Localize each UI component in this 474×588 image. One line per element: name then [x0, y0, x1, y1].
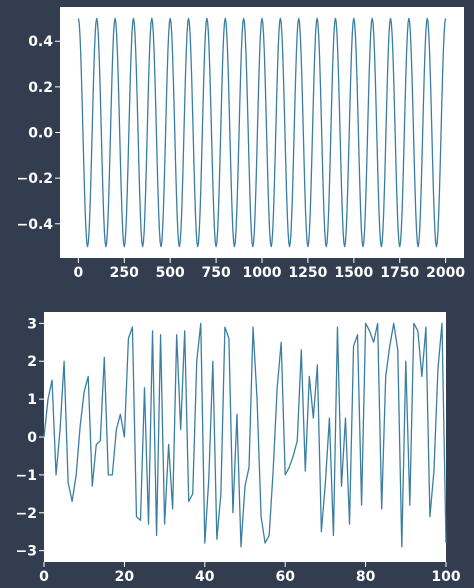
- top-chart: 0 250 500 750 1000 1250 1500 1750 2000 0.4 0.2 0.0 −…: [16, 7, 465, 281]
- y-tick-label: 0.0: [28, 126, 53, 142]
- y-tick-label: 1: [27, 392, 37, 408]
- y-tick-label: 2: [27, 354, 37, 370]
- y-tick-label: −2: [16, 506, 37, 522]
- x-tick-label: 1750: [380, 265, 419, 281]
- series-line: [77, 17, 447, 248]
- x-tick-label: 40: [195, 569, 215, 585]
- x-tick-label: 500: [156, 265, 185, 281]
- x-tick-label: 2000: [426, 265, 465, 281]
- x-tick-label: 60: [275, 569, 295, 585]
- y-tick-label: 0.4: [28, 34, 53, 50]
- series-line: [43, 322, 447, 548]
- x-tick-label: 1500: [334, 265, 373, 281]
- x-tick-label: 250: [110, 265, 139, 281]
- x-tick-label: 0: [73, 265, 83, 281]
- x-tick-label: 1000: [243, 265, 282, 281]
- y-tick-label: −3: [16, 544, 37, 560]
- y-tick-label: −0.2: [16, 171, 53, 187]
- y-tick-label: 0.2: [28, 80, 53, 96]
- plot-area: [60, 7, 464, 258]
- plot-area: [44, 312, 446, 562]
- x-tick-label: 1250: [288, 265, 327, 281]
- x-tick-label: 100: [431, 569, 460, 585]
- y-tick-label: 3: [27, 316, 37, 332]
- bottom-chart: 0 20 40 60 80 100 3 2 1 0 −1 −2 −3: [16, 312, 461, 585]
- x-tick-label: 750: [201, 265, 230, 281]
- y-tick-label: 0: [27, 430, 37, 446]
- y-tick-label: −0.4: [16, 217, 53, 233]
- y-tick-label: −1: [16, 468, 37, 484]
- x-tick-label: 0: [39, 569, 49, 585]
- x-tick-label: 20: [115, 569, 135, 585]
- x-tick-label: 80: [356, 569, 376, 585]
